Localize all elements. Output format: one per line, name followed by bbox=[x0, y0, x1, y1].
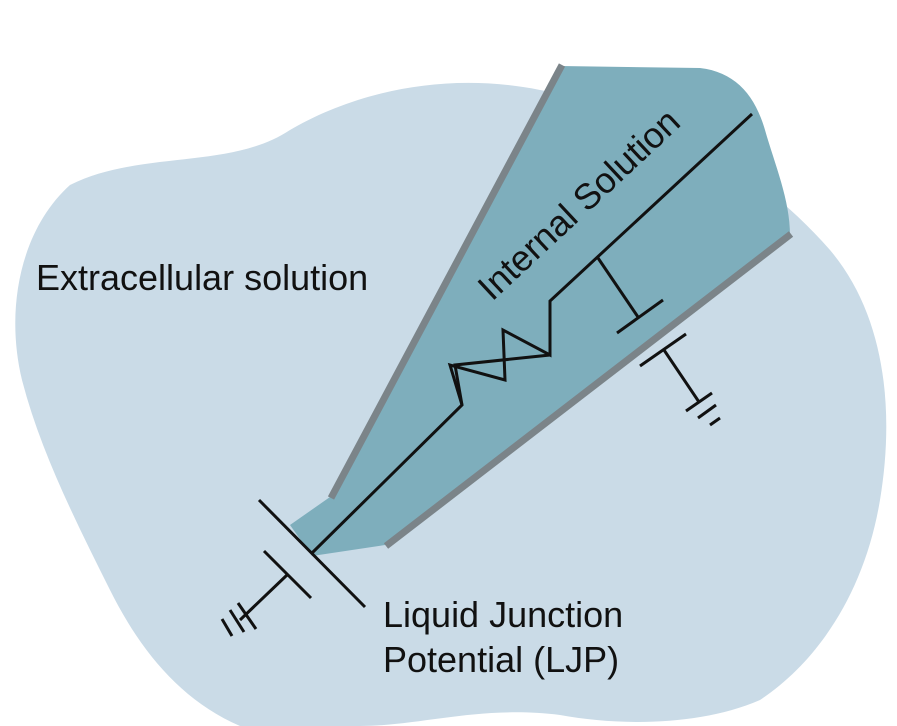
extracellular-label: Extracellular solution bbox=[36, 257, 368, 298]
capacitor-plate-2 bbox=[639, 332, 687, 368]
ground-line-2 bbox=[697, 403, 717, 420]
ljp-ground-lead bbox=[238, 573, 289, 622]
electrode-wire bbox=[310, 112, 754, 555]
ljp-label-line-2: Potential (LJP) bbox=[383, 639, 619, 680]
ljp-plate-long bbox=[257, 498, 367, 609]
pipette-wall-upper bbox=[327, 63, 566, 500]
pipette-wall-lower bbox=[383, 231, 794, 549]
capacitor-ground-lead bbox=[662, 349, 701, 403]
capacitor-plate-1 bbox=[616, 298, 664, 335]
capacitor-lead bbox=[596, 257, 640, 318]
ljp-ground-line-1 bbox=[236, 602, 258, 630]
ljp-label-line-1: Liquid Junction bbox=[383, 594, 623, 635]
pipette-body bbox=[290, 66, 790, 556]
resistor-zigzag bbox=[447, 301, 552, 406]
ljp-ground-line-3 bbox=[220, 618, 234, 637]
ljp-ground-line-2 bbox=[228, 609, 246, 633]
ljp-plate-short bbox=[262, 549, 313, 600]
ground-line-1 bbox=[685, 391, 713, 413]
ground-line-3 bbox=[709, 416, 721, 427]
